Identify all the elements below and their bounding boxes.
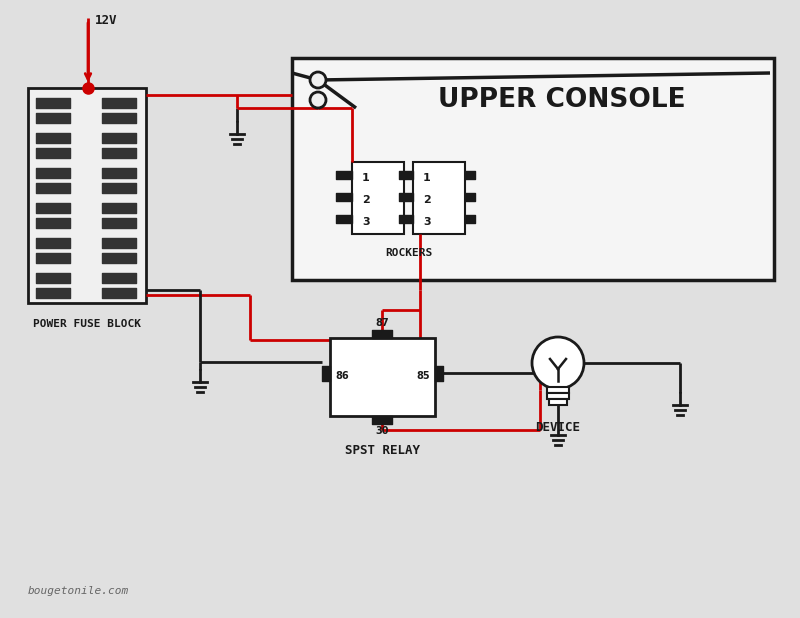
- Text: 30: 30: [375, 426, 389, 436]
- Text: DEVICE: DEVICE: [535, 421, 581, 434]
- Text: UPPER CONSOLE: UPPER CONSOLE: [438, 87, 686, 113]
- Bar: [28, 88, 146, 303]
- Bar: [549, 399, 567, 405]
- Circle shape: [310, 92, 326, 108]
- Bar: [547, 387, 569, 393]
- Bar: [547, 393, 569, 399]
- Bar: [292, 58, 774, 280]
- Text: bougetonile.com: bougetonile.com: [28, 586, 130, 596]
- Text: SPST RELAY: SPST RELAY: [345, 444, 420, 457]
- Text: 1: 1: [423, 173, 431, 183]
- Bar: [330, 338, 435, 416]
- Text: 3: 3: [423, 217, 431, 227]
- Text: 86: 86: [335, 371, 349, 381]
- Text: ROCKERS: ROCKERS: [386, 248, 433, 258]
- Bar: [352, 162, 404, 234]
- Text: 12V: 12V: [95, 14, 118, 27]
- Bar: [413, 162, 465, 234]
- Text: 2: 2: [362, 195, 370, 205]
- Text: 87: 87: [375, 318, 389, 328]
- Circle shape: [310, 72, 326, 88]
- Text: 3: 3: [362, 217, 370, 227]
- Circle shape: [532, 337, 584, 389]
- Text: 85: 85: [416, 371, 430, 381]
- Text: 2: 2: [423, 195, 431, 205]
- Text: 1: 1: [362, 173, 370, 183]
- Text: POWER FUSE BLOCK: POWER FUSE BLOCK: [33, 319, 141, 329]
